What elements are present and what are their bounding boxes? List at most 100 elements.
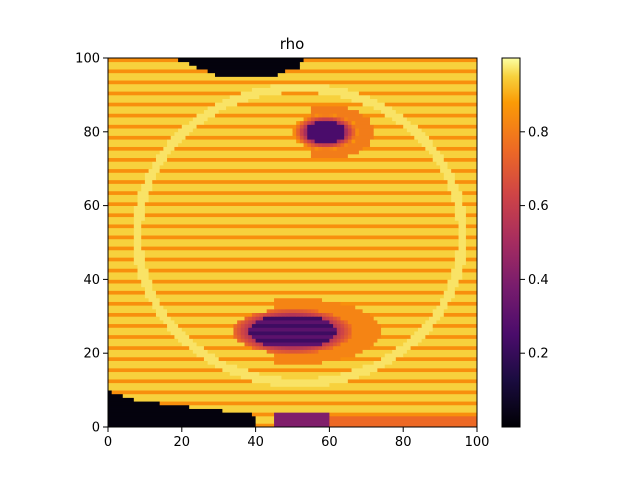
heatmap-cell [259,94,341,99]
heatmap-cell [159,401,477,406]
heatmap-cell [296,345,301,350]
heatmap-cell [144,216,456,221]
heatmap-cell [255,316,260,321]
heatmap-cell [262,312,268,317]
heatmap-cell [141,283,153,288]
heatmap-cell [108,80,477,85]
heatmap-cell [251,316,256,321]
heatmap-cell [447,301,477,306]
heatmap-cell [170,135,186,140]
heatmap-cell [141,183,153,188]
heatmap-cell [465,227,477,232]
heatmap-cell [108,165,153,170]
heatmap-cell [344,124,349,129]
heatmap-cell [108,198,138,203]
heatmap-cell [244,327,249,332]
heatmap-cell [148,275,452,280]
heatmap-cell [340,120,345,125]
heatmap-cell [108,334,175,339]
heatmap-cell [108,364,216,369]
heatmap-cell [181,124,197,129]
heatmap-cell [159,150,172,155]
heatmap-cell [262,342,323,347]
heatmap-cell [336,139,341,144]
x-tick-label: 40 [247,435,264,450]
heatmap-cell [325,342,330,347]
heatmap-cell [144,294,157,299]
heatmap-cell [141,242,459,247]
heatmap-cell [340,319,345,325]
heatmap-cell [344,120,349,125]
heatmap-cell [255,423,275,427]
heatmap-cell [108,404,190,409]
heatmap-cell [322,342,327,347]
heatmap-cell [215,353,275,358]
heatmap-cell [207,117,304,122]
heatmap-cell [108,153,157,159]
heatmap-cell [244,342,249,347]
heatmap-cell [181,342,197,347]
heatmap-cell [248,342,253,347]
heatmap-cell [296,120,301,125]
heatmap-cell [174,146,312,151]
heatmap-cell [432,327,477,332]
heatmap-cell [155,157,168,162]
heatmap-cell [325,345,330,350]
heatmap-cell [144,201,456,206]
heatmap-cell [111,390,477,395]
heatmap-cell [329,342,334,347]
heatmap-cell [454,212,467,218]
heatmap-cell [314,117,319,122]
heatmap-cell [108,201,138,206]
heatmap-cell [377,367,477,373]
heatmap-cell [189,61,301,66]
heatmap-cell [170,331,186,336]
heatmap-cell [440,150,477,155]
heatmap-cell [108,120,190,125]
heatmap-cell [314,113,319,118]
heatmap-cell [381,327,419,332]
heatmap-cell [340,139,345,144]
heatmap-cell [421,128,477,133]
heatmap-cell [355,128,360,133]
heatmap-cell [108,272,138,277]
heatmap-cell [462,275,477,280]
heatmap-cell [362,349,393,354]
heatmap-cell [108,231,135,236]
heatmap-cell [108,316,161,321]
heatmap-cell [167,327,183,332]
heatmap-cell [108,305,153,310]
heatmap-cell [336,142,341,147]
heatmap-cell [310,150,360,155]
heatmap-cell [355,135,375,140]
heatmap-cell [229,371,260,376]
heatmap-cell [454,205,467,210]
heatmap-cell [277,312,282,317]
heatmap-cell [462,268,477,273]
heatmap-cell [454,257,467,262]
heatmap-cell [440,301,448,306]
heatmap-cell [226,105,312,111]
heatmap-cell [108,279,142,284]
heatmap-cell [285,312,290,317]
heatmap-cell [303,120,308,125]
heatmap-cell [277,72,477,77]
heatmap-cell [288,349,297,354]
heatmap-cell [108,327,168,332]
heatmap-cell [454,253,467,258]
heatmap-cell [432,157,445,162]
heatmap-cell [303,117,308,122]
heatmap-cell [336,120,341,125]
heatmap-cell [133,242,142,247]
heatmap-cell [458,224,467,229]
heatmap-cell [141,246,459,251]
heatmap-cell [322,360,375,365]
heatmap-cell [358,109,382,114]
heatmap-cell [133,216,146,221]
heatmap-cell [458,231,467,236]
heatmap-cell [108,102,216,107]
heatmap-cell [465,220,477,225]
heatmap-cell [299,61,477,66]
heatmap-cell [251,334,334,339]
heatmap-cell [373,360,393,365]
